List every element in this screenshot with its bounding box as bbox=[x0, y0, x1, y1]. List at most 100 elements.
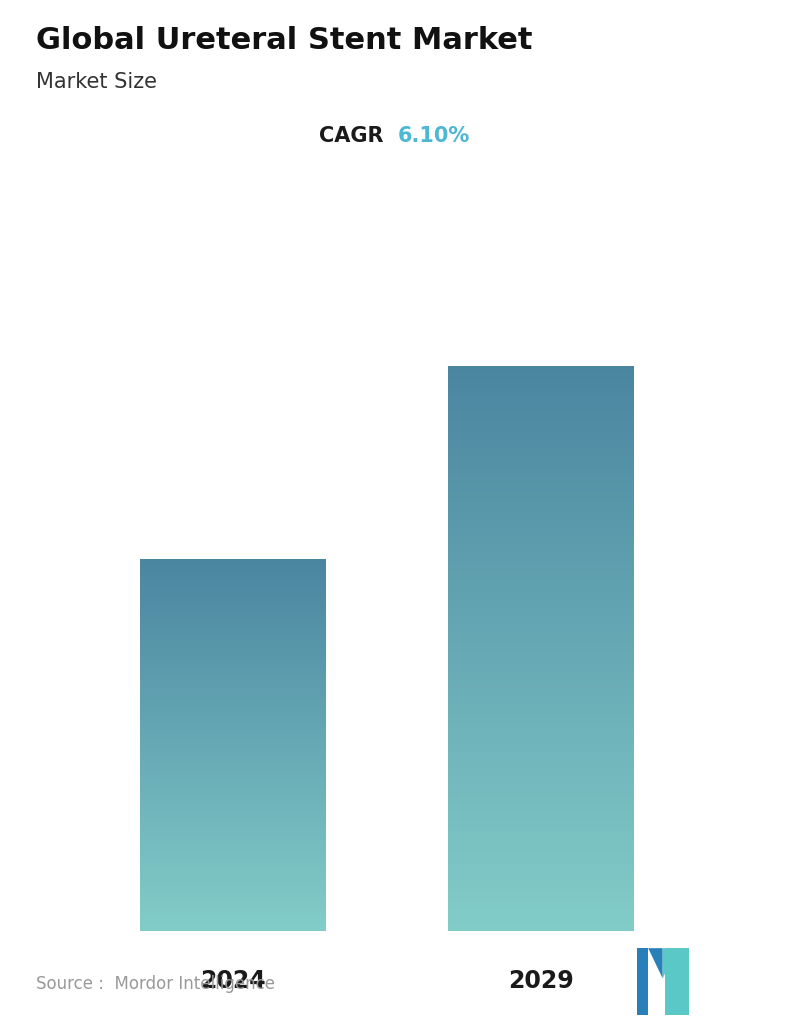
Bar bbox=[448, 423, 634, 424]
Bar bbox=[448, 465, 634, 467]
Bar bbox=[448, 562, 634, 564]
Bar bbox=[448, 436, 634, 437]
Bar bbox=[448, 434, 634, 435]
Bar bbox=[448, 672, 634, 673]
Bar bbox=[448, 600, 634, 601]
Bar bbox=[448, 559, 634, 560]
Bar bbox=[448, 873, 634, 874]
Bar bbox=[448, 525, 634, 526]
Text: 2029: 2029 bbox=[509, 969, 574, 993]
Bar bbox=[448, 378, 634, 379]
Bar bbox=[448, 700, 634, 701]
Bar bbox=[448, 688, 634, 689]
Bar bbox=[448, 611, 634, 612]
Bar bbox=[448, 760, 634, 761]
Polygon shape bbox=[637, 948, 648, 1015]
Bar bbox=[448, 569, 634, 570]
Bar bbox=[448, 732, 634, 733]
Bar bbox=[448, 373, 634, 374]
Bar bbox=[448, 712, 634, 713]
Bar bbox=[448, 483, 634, 484]
Bar bbox=[448, 366, 634, 367]
Text: Source :  Mordor Intelligence: Source : Mordor Intelligence bbox=[36, 975, 275, 994]
Bar bbox=[448, 596, 634, 597]
Bar bbox=[448, 522, 634, 523]
Bar bbox=[448, 721, 634, 722]
Bar bbox=[448, 740, 634, 741]
Bar bbox=[448, 482, 634, 483]
Bar bbox=[448, 561, 634, 562]
Bar bbox=[448, 540, 634, 542]
Bar bbox=[448, 720, 634, 721]
Bar bbox=[448, 893, 634, 894]
Bar bbox=[448, 576, 634, 577]
Bar bbox=[448, 635, 634, 636]
Bar bbox=[448, 554, 634, 555]
Bar bbox=[448, 398, 634, 399]
Bar bbox=[448, 831, 634, 832]
Bar bbox=[448, 384, 634, 385]
Bar bbox=[448, 369, 634, 370]
Bar bbox=[448, 643, 634, 644]
Bar bbox=[448, 706, 634, 707]
Bar bbox=[448, 798, 634, 799]
Bar bbox=[448, 589, 634, 591]
Bar bbox=[448, 445, 634, 446]
Bar bbox=[448, 884, 634, 885]
Text: 6.10%: 6.10% bbox=[398, 126, 470, 146]
Bar bbox=[448, 837, 634, 839]
Bar bbox=[448, 634, 634, 635]
Bar bbox=[448, 792, 634, 793]
Bar bbox=[448, 609, 634, 610]
Bar bbox=[448, 726, 634, 728]
Bar bbox=[448, 890, 634, 891]
Bar bbox=[448, 439, 634, 440]
Bar bbox=[448, 772, 634, 773]
Bar bbox=[448, 567, 634, 568]
Bar bbox=[448, 667, 634, 668]
Bar bbox=[448, 582, 634, 583]
Bar bbox=[448, 723, 634, 724]
Bar bbox=[448, 743, 634, 744]
Bar bbox=[448, 397, 634, 398]
Bar bbox=[448, 571, 634, 572]
Bar bbox=[448, 507, 634, 508]
Bar bbox=[448, 683, 634, 685]
Bar bbox=[448, 555, 634, 556]
Bar bbox=[448, 885, 634, 886]
Bar bbox=[448, 587, 634, 588]
Bar bbox=[448, 402, 634, 403]
Bar bbox=[448, 653, 634, 655]
Bar bbox=[448, 416, 634, 418]
Bar bbox=[448, 444, 634, 445]
Bar bbox=[448, 762, 634, 764]
Bar bbox=[448, 612, 634, 613]
Bar bbox=[448, 406, 634, 407]
Bar bbox=[448, 530, 634, 531]
Bar bbox=[448, 508, 634, 509]
Bar bbox=[448, 367, 634, 369]
Bar bbox=[448, 545, 634, 546]
Bar bbox=[448, 853, 634, 854]
Bar bbox=[448, 585, 634, 586]
Bar bbox=[448, 713, 634, 716]
Bar bbox=[448, 463, 634, 464]
Bar bbox=[448, 606, 634, 607]
Bar bbox=[448, 895, 634, 896]
Bar bbox=[448, 659, 634, 660]
Bar bbox=[448, 904, 634, 905]
Bar bbox=[448, 638, 634, 639]
Bar bbox=[448, 927, 634, 929]
Bar bbox=[448, 830, 634, 831]
Bar bbox=[448, 474, 634, 475]
Polygon shape bbox=[663, 948, 677, 978]
Bar bbox=[448, 790, 634, 791]
Polygon shape bbox=[665, 948, 689, 1015]
Bar bbox=[448, 440, 634, 443]
Bar bbox=[448, 376, 634, 377]
Bar bbox=[448, 642, 634, 643]
Bar bbox=[448, 768, 634, 769]
Bar bbox=[448, 573, 634, 574]
Bar bbox=[448, 499, 634, 500]
Bar bbox=[448, 861, 634, 863]
